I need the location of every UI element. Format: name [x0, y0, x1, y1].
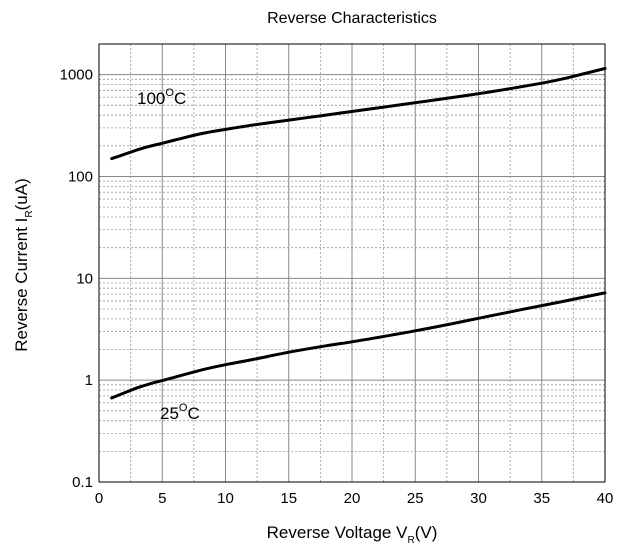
y-tick-label: 10: [76, 270, 93, 287]
x-tick-label: 30: [470, 490, 487, 507]
series-line-100c: [110, 67, 607, 161]
series-label-100c-main: 100: [137, 89, 165, 108]
series-label-100c-tail: C: [174, 89, 186, 108]
x-tick-label: 20: [344, 490, 361, 507]
x-tick-label: 35: [533, 490, 550, 507]
y-tick-label: 1: [85, 372, 93, 389]
y-axis-label-tail: (uA): [12, 178, 31, 210]
y-tick-label: 100: [68, 168, 93, 185]
x-axis-label-main: Reverse Voltage V: [267, 523, 408, 542]
y-axis-label-sub: R: [24, 210, 35, 217]
x-tick-label: 0: [95, 490, 103, 507]
series-label-100c-sup: O: [165, 87, 174, 99]
series-layer: [110, 67, 607, 400]
x-tick-label: 25: [407, 490, 424, 507]
y-axis-label: Reverse Current IR(uA): [12, 178, 35, 352]
y-tick-label: 0.1: [72, 474, 93, 491]
chart-title: Reverse Characteristics: [267, 10, 437, 27]
x-tick-label: 40: [597, 490, 614, 507]
y-axis-label-main: Reverse Current I: [12, 218, 31, 352]
series-label-25c: 25OC: [160, 402, 200, 423]
x-axis-label: Reverse Voltage VR(V): [267, 523, 438, 546]
series-label-25c-tail: C: [187, 404, 199, 423]
series-label-25c-main: 25: [160, 404, 179, 423]
tick-labels: 0 5 10 15 20 25 30 35 40 0.1 1 10 100 1000: [60, 67, 614, 507]
series-label-25c-sup: O: [179, 402, 188, 414]
x-tick-label: 15: [280, 490, 297, 507]
x-tick-label: 10: [217, 490, 234, 507]
plot-frame: [98, 43, 606, 483]
y-tick-label: 1000: [60, 67, 93, 84]
x-axis-label-sub: R: [407, 535, 414, 546]
x-tick-label: 5: [158, 490, 166, 507]
series-line-25c: [110, 291, 607, 400]
x-axis-label-tail: (V): [415, 523, 438, 542]
series-label-100c: 100OC: [137, 87, 186, 108]
